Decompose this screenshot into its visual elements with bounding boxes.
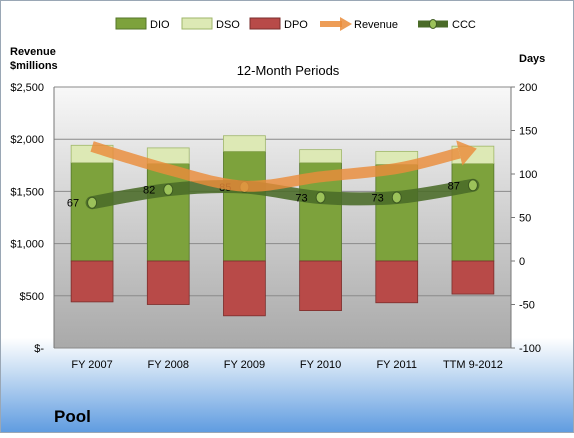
ccc-data-label: 87 bbox=[448, 180, 460, 192]
bar-dio bbox=[451, 163, 495, 262]
bar-dio bbox=[375, 164, 419, 262]
x-axis: FY 2007 FY 2008 FY 2009 FY 2010 FY 2011 TTM 9… bbox=[71, 359, 502, 371]
x-tick-label: FY 2010 bbox=[300, 359, 341, 371]
x-tick-label: FY 2009 bbox=[224, 359, 265, 371]
revenue-series-line bbox=[90, 141, 461, 192]
x-tick-label: FY 2008 bbox=[148, 359, 189, 371]
left-tick-label: $2,000 bbox=[10, 134, 44, 146]
left-axis-title-line1: Revenue bbox=[10, 46, 56, 58]
bar-dio bbox=[146, 163, 190, 262]
revenue-arrowhead bbox=[456, 140, 477, 166]
bar-dio bbox=[223, 150, 266, 262]
bar-dso bbox=[146, 147, 190, 164]
bar-dpo bbox=[70, 260, 114, 303]
legend-label: DPO bbox=[284, 19, 308, 31]
left-tick-label: $1,000 bbox=[10, 239, 44, 251]
right-tick-label: 200 bbox=[519, 82, 537, 94]
ccc-data-label: 73 bbox=[372, 192, 384, 204]
legend-swatch bbox=[181, 17, 213, 30]
ccc-data-label: 73 bbox=[295, 192, 307, 204]
ccc-data-label: 67 bbox=[67, 198, 79, 210]
right-tick-label: 150 bbox=[519, 126, 537, 138]
ccc-data-label: 82 bbox=[143, 185, 155, 197]
legend-swatch bbox=[115, 17, 147, 30]
bar-dpo bbox=[223, 260, 266, 317]
right-axis-title: Days bbox=[519, 53, 545, 65]
left-tick-label: $2,500 bbox=[10, 82, 44, 94]
bar-dpo bbox=[299, 260, 342, 311]
ccc-point bbox=[467, 179, 478, 192]
bar-dso bbox=[223, 135, 266, 152]
legend-marker bbox=[429, 19, 437, 29]
legend-swatch bbox=[249, 17, 281, 30]
bar-dio bbox=[70, 162, 114, 262]
bar-dpo bbox=[451, 260, 495, 295]
legend-label: CCC bbox=[452, 19, 476, 31]
legend-label: DIO bbox=[150, 19, 170, 31]
right-tick-label: -50 bbox=[519, 300, 535, 312]
x-tick-label: TTM 9-2012 bbox=[443, 359, 503, 371]
chart-title: 12-Month Periods bbox=[237, 63, 340, 78]
x-tick-label: FY 2011 bbox=[376, 359, 417, 371]
bar-dpo bbox=[146, 260, 190, 305]
bar-dpo bbox=[375, 260, 419, 304]
right-tick-label: -100 bbox=[519, 343, 541, 355]
left-axis: $2,500 $2,000 $1,500 $1,000 $500 $- bbox=[10, 82, 55, 355]
left-axis-title-line2: $millions bbox=[10, 60, 58, 72]
legend: DIO DSO DPO Revenue CCC bbox=[115, 17, 476, 31]
right-tick-label: 50 bbox=[519, 213, 531, 225]
ccc-point bbox=[315, 191, 326, 204]
company-name: Pool bbox=[54, 407, 91, 426]
legend-label: DSO bbox=[216, 19, 240, 31]
x-tick-label: FY 2007 bbox=[71, 359, 112, 371]
ccc-point bbox=[391, 191, 402, 204]
right-tick-label: 0 bbox=[519, 256, 525, 268]
right-axis: 200 150 100 50 0 -50 -100 bbox=[510, 82, 541, 355]
left-tick-label: $- bbox=[34, 343, 44, 355]
legend-label: Revenue bbox=[354, 19, 398, 31]
right-tick-label: 100 bbox=[519, 169, 537, 181]
left-tick-label: $500 bbox=[20, 291, 44, 303]
ccc-point bbox=[87, 196, 98, 209]
legend-arrowhead bbox=[340, 17, 352, 31]
bar-dso bbox=[299, 149, 342, 164]
ccc-point bbox=[163, 183, 174, 196]
left-tick-label: $1,500 bbox=[10, 186, 44, 198]
plot-area bbox=[54, 87, 511, 348]
ccc-series-line bbox=[85, 178, 480, 210]
revenue-arrow bbox=[90, 140, 477, 192]
